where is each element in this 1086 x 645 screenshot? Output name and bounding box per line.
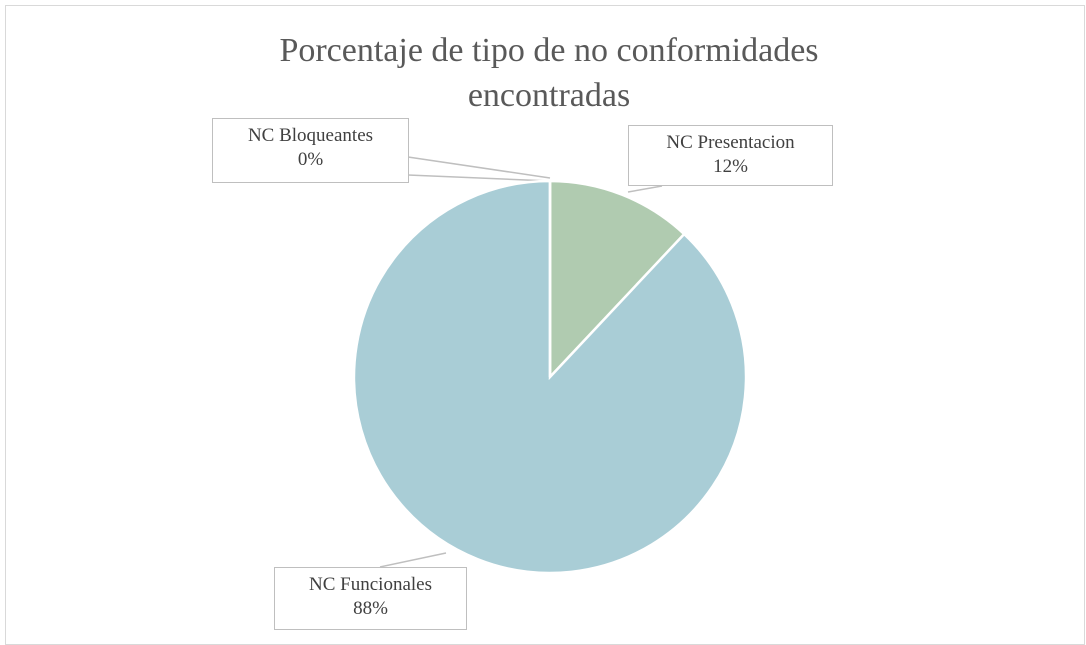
leader-line <box>379 552 447 568</box>
label-category: NC Funcionales <box>309 574 432 595</box>
data-label: NC Funcionales 88% <box>274 567 467 630</box>
leader-line <box>627 185 663 193</box>
leader-lines <box>379 156 663 568</box>
chart-title: Porcentaje de tipo de no conformidades e… <box>279 32 819 114</box>
data-label: NC Presentacion 12% <box>628 125 833 186</box>
label-category: NC Bloqueantes <box>247 125 374 146</box>
label-value: 12% <box>713 156 748 177</box>
pie-slice <box>548 179 686 381</box>
label-category: NC Presentacion <box>666 132 795 153</box>
label-value: 0% <box>297 149 324 170</box>
data-label: NC Bloqueantes 0% <box>212 118 409 183</box>
label-value: 88% <box>353 598 388 619</box>
leader-line <box>407 174 551 182</box>
leader-line <box>407 156 551 179</box>
